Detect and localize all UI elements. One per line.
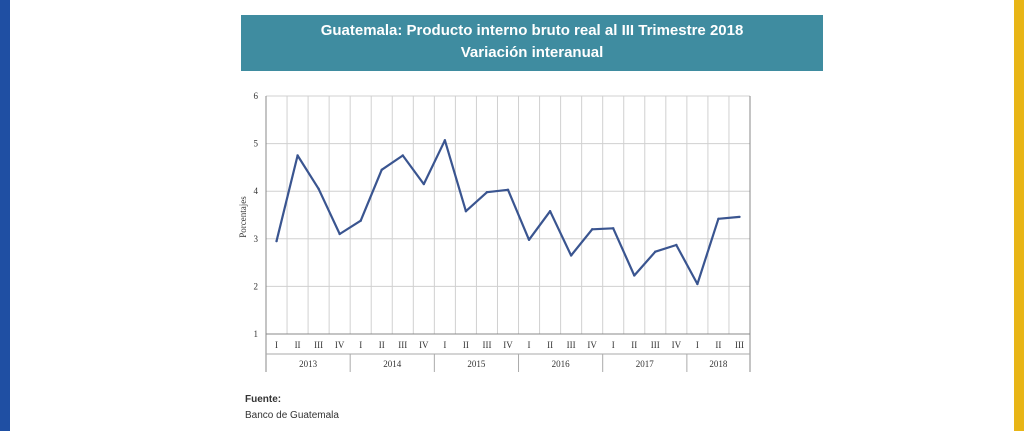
- data-point: [675, 243, 678, 247]
- x-tick-label: III: [735, 340, 744, 350]
- x-tick-label: III: [567, 340, 576, 350]
- year-label: 2016: [552, 359, 571, 369]
- year-label: 2015: [467, 359, 486, 369]
- data-point: [380, 168, 383, 171]
- x-tick-label: II: [295, 340, 301, 350]
- year-label: 2018: [709, 359, 728, 369]
- data-point: [612, 227, 615, 230]
- data-point: [401, 154, 404, 157]
- x-tick-label: IV: [503, 340, 513, 350]
- right-accent-stripe: [1014, 0, 1024, 431]
- x-tick-label: II: [631, 340, 637, 350]
- y-tick-label: 2: [254, 281, 259, 291]
- year-label: 2014: [383, 359, 402, 369]
- year-label: 2017: [636, 359, 655, 369]
- y-tick-label: 5: [254, 139, 259, 149]
- data-point: [527, 238, 531, 241]
- y-tick-label: 3: [254, 234, 259, 244]
- data-point: [654, 250, 657, 253]
- data-point: [275, 239, 278, 243]
- source-label: Fuente:: [245, 394, 282, 405]
- y-axis-label: Porcentajes: [238, 196, 248, 238]
- x-tick-label: IV: [672, 340, 682, 350]
- data-point: [569, 254, 573, 257]
- x-tick-label: IV: [587, 340, 597, 350]
- data-point: [633, 274, 636, 277]
- data-point: [696, 282, 699, 286]
- chart-header: Guatemala: Producto interno bruto real a…: [241, 15, 823, 71]
- x-tick-label: III: [482, 340, 491, 350]
- x-tick-label: III: [398, 340, 407, 350]
- data-point: [443, 139, 447, 142]
- series-layer: [275, 139, 741, 286]
- data-point: [717, 217, 720, 221]
- x-tick-label: IV: [335, 340, 345, 350]
- x-tick-label: I: [359, 340, 362, 350]
- data-point: [317, 187, 320, 191]
- x-tick-label: I: [275, 340, 278, 350]
- data-point: [590, 228, 594, 231]
- x-tick-label: I: [612, 340, 615, 350]
- x-tick-label: II: [379, 340, 385, 350]
- x-tick-label: II: [715, 340, 721, 350]
- data-point: [738, 215, 741, 219]
- data-point: [506, 188, 510, 191]
- gdp-series-line: [275, 139, 740, 286]
- x-tick-label: I: [528, 340, 531, 350]
- chart-title: Guatemala: Producto interno bruto real a…: [320, 22, 744, 39]
- data-point: [359, 219, 362, 222]
- data-point: [296, 154, 299, 157]
- grid-layer: [266, 95, 750, 335]
- chart-subtitle: Variación interanual: [460, 44, 604, 61]
- x-tick-label: III: [651, 340, 660, 350]
- data-point: [464, 209, 468, 213]
- year-label: 2013: [299, 359, 318, 369]
- left-accent-stripe: [0, 0, 10, 431]
- data-point: [485, 190, 489, 194]
- source-note: Fuente: Banco de Guatemala: [245, 392, 339, 424]
- data-point: [548, 209, 552, 213]
- y-tick-label: 1: [254, 329, 259, 339]
- data-point: [422, 182, 426, 186]
- x-tick-label: III: [314, 340, 323, 350]
- y-tick-label: 6: [254, 91, 259, 101]
- y-tick-label: 4: [254, 186, 259, 196]
- x-tick-label: II: [463, 340, 469, 350]
- data-point: [338, 232, 341, 236]
- source-text: Banco de Guatemala: [245, 410, 339, 421]
- x-tick-label: I: [696, 340, 699, 350]
- x-tick-label: II: [547, 340, 553, 350]
- x-tick-label: IV: [419, 340, 429, 350]
- x-tick-label: I: [443, 340, 446, 350]
